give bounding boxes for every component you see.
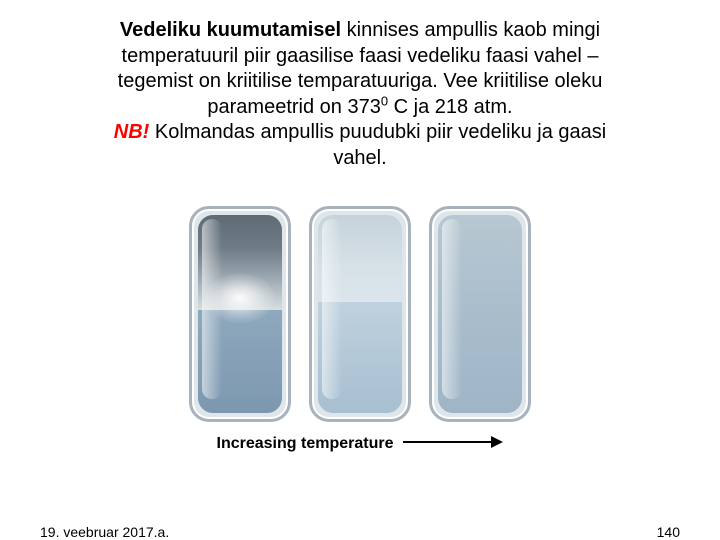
text-line-4-pre: parameetrid on 373 bbox=[207, 96, 380, 118]
ampoule-1-gas bbox=[198, 215, 282, 310]
arrow-label: Increasing temperature bbox=[217, 435, 394, 453]
ampoule-1-liquid bbox=[198, 310, 282, 413]
text-line-2: temperatuuril piir gaasilise faasi vedel… bbox=[122, 45, 599, 67]
text-line-6: vahel. bbox=[333, 147, 386, 169]
text-line-4-post: C ja 218 atm. bbox=[388, 96, 513, 118]
ampoule-2-gas bbox=[318, 215, 402, 302]
ampoule-2 bbox=[309, 206, 411, 422]
arrow-icon bbox=[403, 434, 503, 455]
text-line-5: Kolmandas ampullis puudubki piir vedelik… bbox=[149, 121, 606, 143]
superscript-zero: 0 bbox=[381, 93, 388, 108]
footer-date: 19. veebruar 2017.a. bbox=[40, 524, 169, 540]
ampoule-1 bbox=[189, 206, 291, 422]
footer-page-number: 140 bbox=[657, 524, 680, 540]
text-seg-1: kinnises ampullis kaob mingi bbox=[341, 19, 600, 41]
nb-label: NB! bbox=[114, 121, 150, 143]
ampoule-3-supercritical bbox=[438, 215, 522, 413]
ampoule-diagram: Increasing temperature bbox=[160, 206, 560, 455]
text-line-3: tegemist on kriitilise temparatuuriga. V… bbox=[118, 70, 603, 92]
ampoule-3 bbox=[429, 206, 531, 422]
emph-phrase: Vedeliku kuumutamisel bbox=[120, 19, 341, 41]
ampoule-2-liquid bbox=[318, 302, 402, 413]
ampoule-row bbox=[160, 206, 560, 422]
description-text: Vedeliku kuumutamisel kinnises ampullis … bbox=[50, 18, 670, 172]
arrow-row: Increasing temperature bbox=[160, 434, 560, 455]
